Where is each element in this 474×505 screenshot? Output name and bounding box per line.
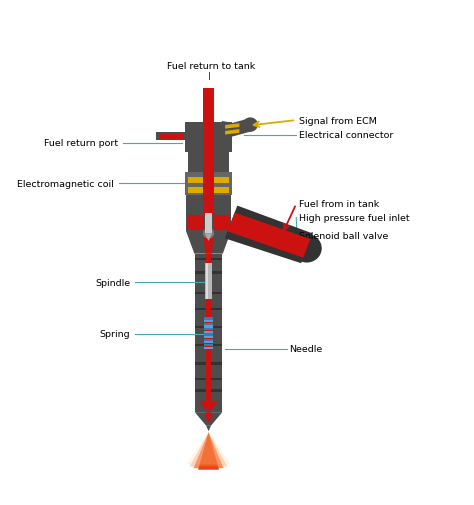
Text: Fuel return port: Fuel return port [45, 139, 118, 148]
Bar [195, 254, 222, 401]
Bar [195, 258, 222, 261]
Text: Spring: Spring [100, 330, 130, 339]
Bar [185, 173, 232, 195]
Text: Fuel return to tank: Fuel return to tank [167, 62, 255, 71]
Polygon shape [199, 401, 218, 411]
Bar [203, 153, 214, 216]
Text: Structure of Electronic Common Rail Diesel Injector: Structure of Electronic Common Rail Dies… [16, 19, 458, 34]
Polygon shape [225, 130, 239, 135]
Bar [195, 326, 222, 329]
Text: Signal from ECM: Signal from ECM [299, 116, 376, 125]
Polygon shape [186, 433, 231, 465]
Polygon shape [218, 119, 251, 141]
Bar [204, 339, 213, 341]
Polygon shape [190, 433, 228, 467]
Bar [195, 308, 222, 311]
Polygon shape [206, 426, 211, 431]
Bar [188, 187, 229, 193]
Bar [206, 254, 211, 401]
Bar [204, 326, 213, 328]
Bar [205, 214, 212, 234]
Bar [204, 318, 213, 320]
Bar [204, 323, 213, 325]
Text: Electromagnetic coil: Electromagnetic coil [17, 180, 114, 188]
Bar [204, 341, 213, 344]
Circle shape [243, 118, 258, 133]
Text: Fuel from in tank: Fuel from in tank [299, 200, 379, 209]
Polygon shape [206, 413, 211, 421]
Polygon shape [222, 122, 230, 143]
Polygon shape [228, 213, 310, 258]
Polygon shape [195, 413, 222, 426]
Text: High pressure fuel inlet: High pressure fuel inlet [299, 214, 409, 223]
Text: Electrical connector: Electrical connector [299, 131, 393, 140]
Circle shape [292, 234, 322, 263]
Bar [204, 321, 213, 323]
Text: Spindle: Spindle [95, 278, 130, 287]
Bar [204, 331, 213, 333]
Bar [205, 263, 212, 299]
Bar [195, 401, 222, 413]
Polygon shape [225, 206, 312, 264]
Bar [203, 89, 214, 123]
Polygon shape [213, 216, 229, 231]
Text: Needle: Needle [289, 344, 322, 354]
Bar [204, 347, 213, 349]
Polygon shape [198, 433, 219, 470]
Bar [189, 153, 229, 216]
Bar [195, 362, 222, 365]
Bar [185, 123, 232, 153]
Bar [195, 378, 222, 381]
Bar [204, 336, 213, 338]
Bar [156, 133, 185, 141]
Polygon shape [225, 124, 239, 129]
Bar [159, 134, 183, 140]
Bar [195, 292, 222, 295]
Bar [203, 123, 214, 153]
Text: Solenoid ball valve: Solenoid ball valve [299, 232, 388, 240]
Bar [195, 272, 222, 275]
Circle shape [203, 228, 214, 239]
Bar [186, 195, 231, 232]
Bar [188, 177, 229, 184]
Bar [206, 263, 208, 299]
Bar [204, 328, 213, 331]
Bar [204, 334, 213, 336]
Polygon shape [193, 433, 224, 468]
Polygon shape [203, 232, 214, 254]
Bar [203, 173, 214, 195]
Bar [204, 344, 213, 346]
Polygon shape [188, 216, 204, 231]
Polygon shape [205, 234, 212, 241]
Bar [195, 344, 222, 347]
Polygon shape [186, 232, 231, 254]
Bar [195, 389, 222, 392]
Text: alamy: alamy [17, 488, 59, 501]
